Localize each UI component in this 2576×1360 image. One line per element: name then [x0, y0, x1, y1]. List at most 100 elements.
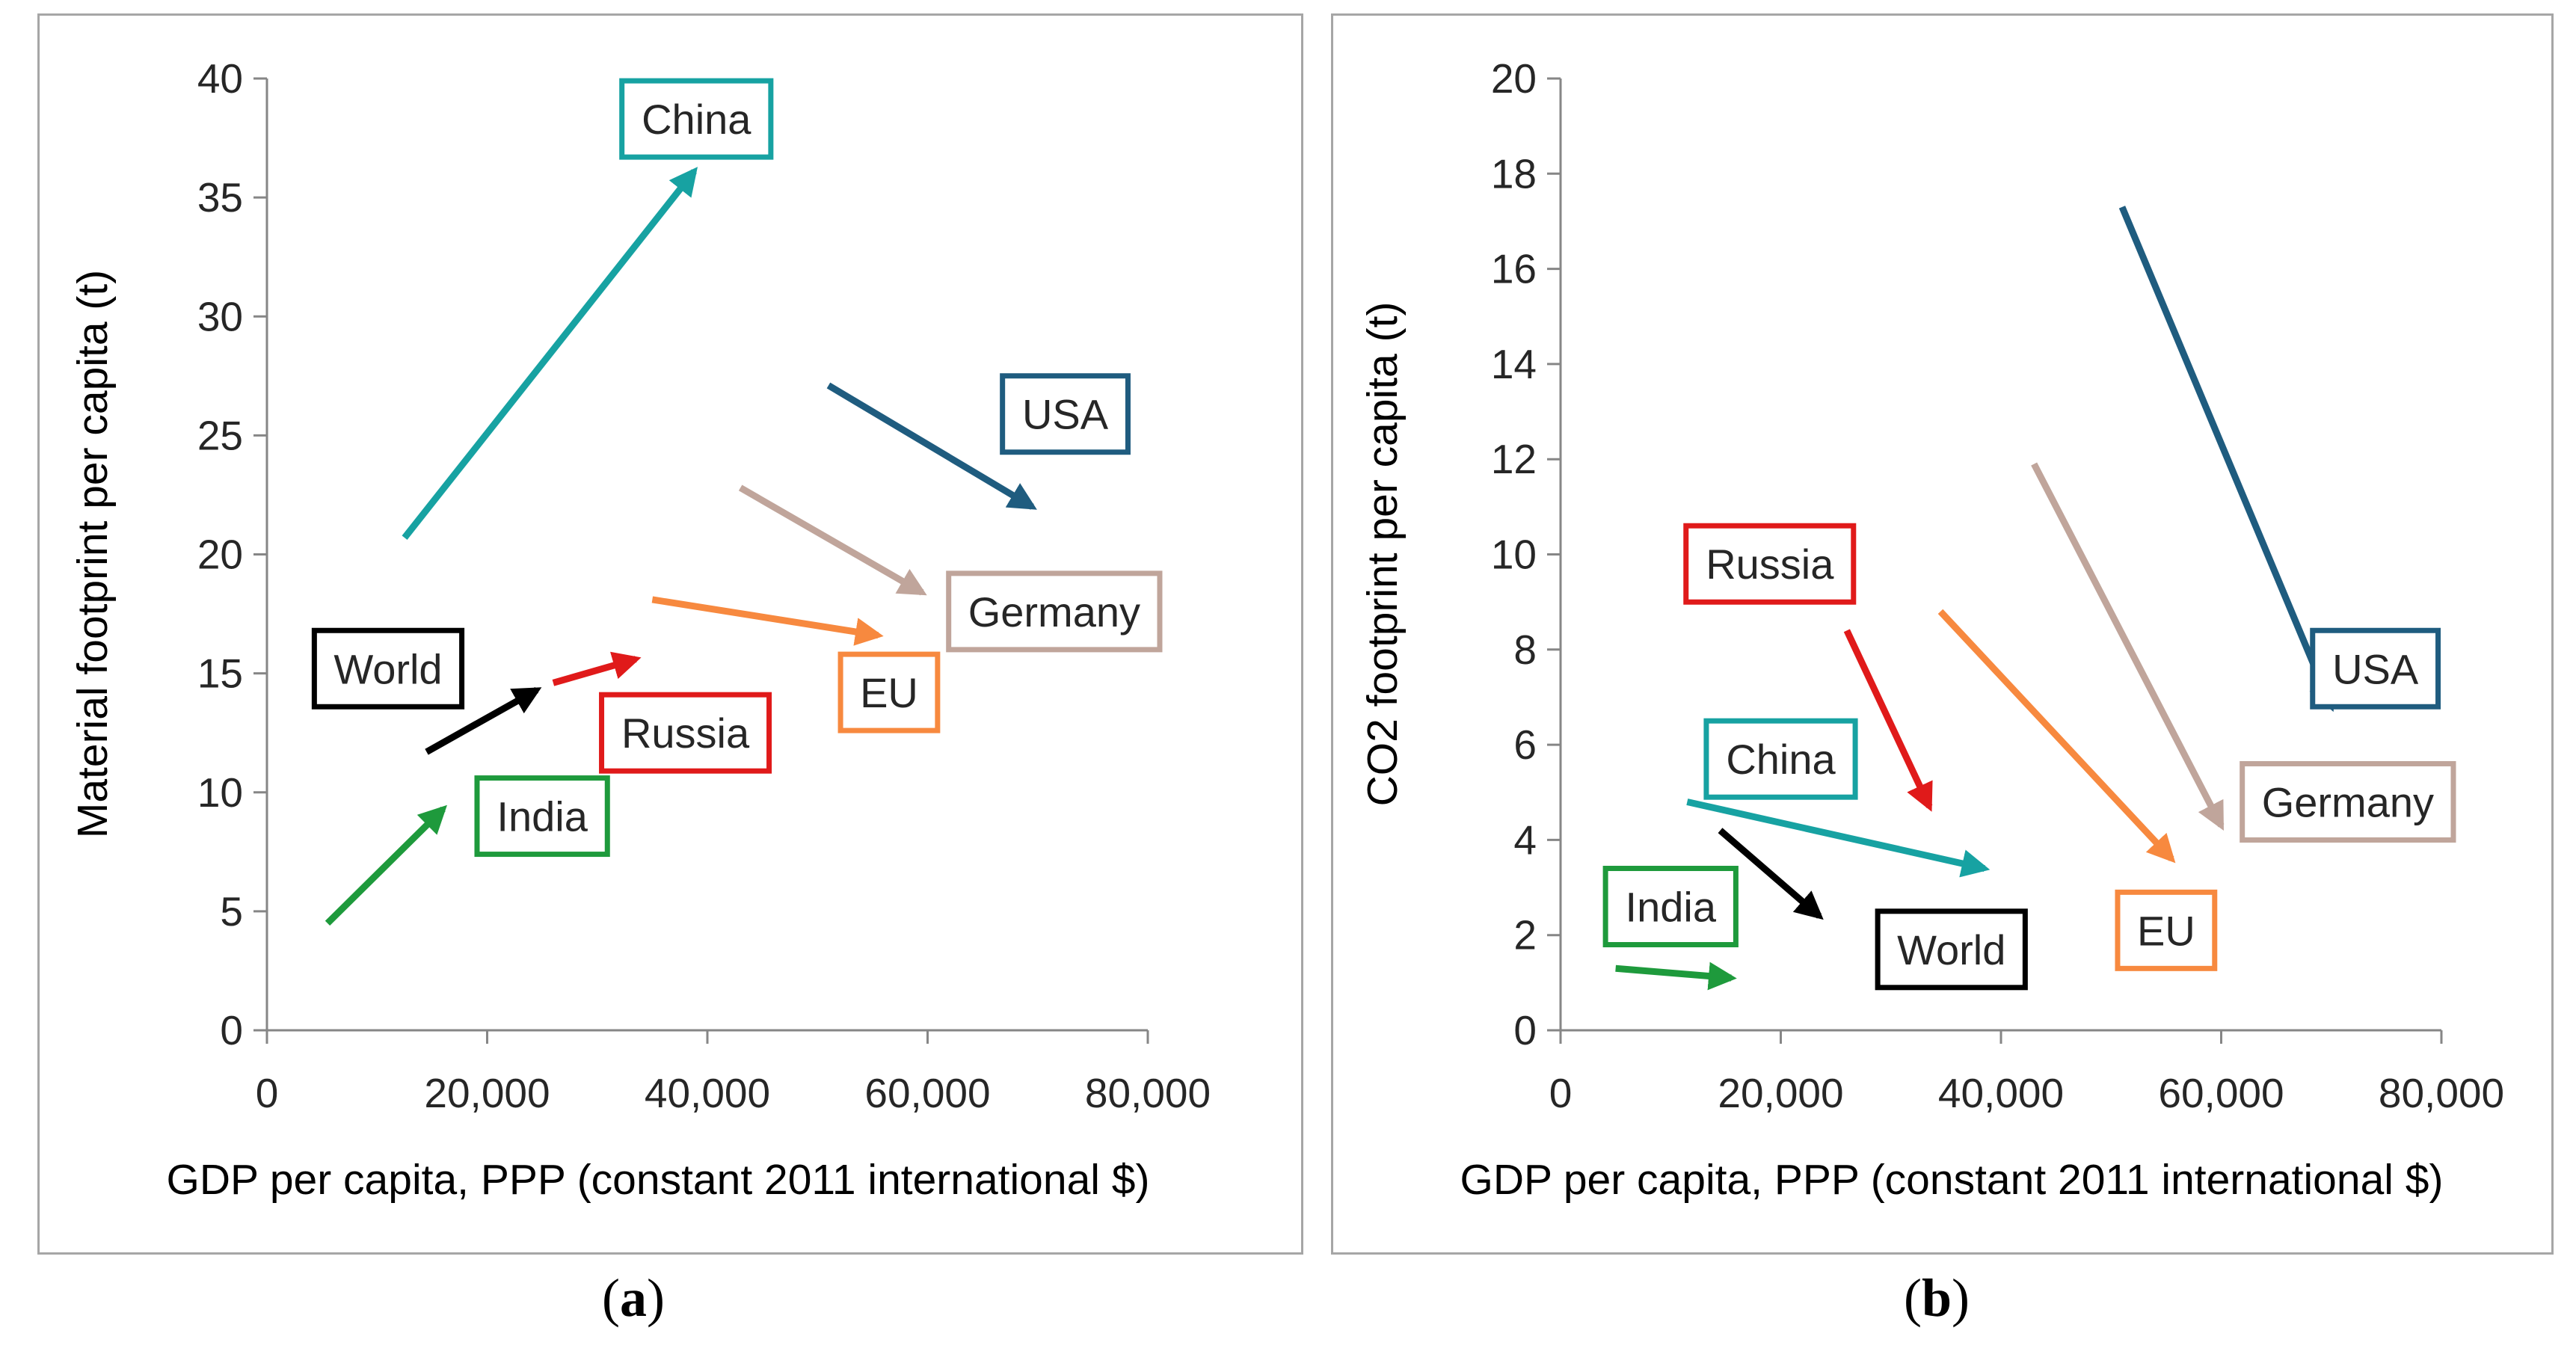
panel-a-labels: China USA Germany EU Russia World India [311, 78, 1163, 858]
panel-a-y-tick-label: 20 [197, 532, 243, 578]
panel-b-label-usa: USA [2310, 627, 2441, 710]
panel-b-label-text-world: World [1897, 926, 2005, 973]
panel-a-x-tick-label: 40,000 [645, 1070, 770, 1116]
panel-b-label-text-usa: USA [2332, 645, 2419, 692]
panel-b-x-tick-label: 80,000 [2379, 1070, 2504, 1116]
panel-a-y-tick-label: 15 [197, 650, 243, 697]
panel-b-arrow-eu [1937, 609, 2176, 864]
panel-a-y-tick-label: 0 [220, 1007, 243, 1053]
panel-b-arrow-usa [2118, 206, 2336, 713]
panel-b-y-tick-label: 2 [1513, 912, 1537, 959]
panel-a-arrow-usa [826, 382, 1037, 510]
panel-a-y-tick-label: 25 [197, 412, 243, 458]
panel-b-y-tick-label: 8 [1513, 627, 1537, 673]
panel-b-label-box-germany [2240, 760, 2456, 843]
panel-a-caption: (a) [602, 1268, 665, 1328]
panel-b-ylabel: CO2 footprint per capita (t) [1359, 302, 1407, 807]
panel-a-label-box-usa [1000, 373, 1131, 455]
panel-a-arrow-germany [738, 484, 927, 596]
panel-a-arrow-india [325, 804, 447, 926]
panel-b-axes: 0 2 4 6 8 10 12 14 16 18 20 0 20,000 40,000 60,000 80,0… [1491, 55, 2504, 1116]
panel-a-label-text-china: China [642, 96, 751, 143]
panel-a-arrow-china [402, 167, 698, 541]
panel-b-arrow-russia [1843, 629, 1933, 812]
panel-a-x-tick-label: 80,000 [1085, 1070, 1211, 1116]
panel-a-arrow-world [425, 686, 542, 755]
panel-b-label-box-russia [1683, 523, 1857, 605]
panel-b-x-tick-label: 0 [1549, 1070, 1573, 1116]
panel-b-caption-letter: b [1922, 1268, 1952, 1328]
panel-a-label-text-russia: Russia [621, 710, 750, 757]
panel-b-y-tick-label: 10 [1491, 532, 1537, 578]
panel-b-label-box-eu [2115, 889, 2218, 971]
panel-b-label-box-india [1602, 866, 1739, 948]
panel-a-y-tick-label: 35 [197, 174, 243, 221]
panel-a-ylabel: Material footprint per capita (t) [69, 270, 117, 838]
panel-b-y-tick-label: 4 [1513, 816, 1537, 863]
panel-a-label-germany: Germany [946, 570, 1163, 653]
panel-a-y-tick-label: 5 [220, 888, 243, 935]
panel-a-arrows [325, 167, 1037, 926]
panel-a-label-box-china [619, 78, 774, 160]
panel-b-y-tick-label: 20 [1491, 55, 1537, 102]
panel-b-arrow-china [1686, 799, 1991, 878]
panel-a-x-tick-label: 0 [256, 1070, 279, 1116]
panel-b-label-china: China [1703, 718, 1858, 800]
panel-a-label-text-india: India [497, 793, 588, 840]
panel-b-label-india: India [1602, 866, 1739, 948]
panel-a-label-box-eu [837, 651, 941, 733]
panel-a-y-tick-label: 10 [197, 769, 243, 816]
panel-b-y-tick-label: 14 [1491, 341, 1537, 387]
panel-a-label-text-eu: EU [860, 669, 918, 716]
panel-b-caption: (b) [1904, 1268, 1970, 1328]
panel-b-label-text-eu: EU [2137, 907, 2195, 954]
panel-b-chart: 0 2 4 6 8 10 12 14 16 18 20 0 20,000 40,000 60,000 80,0… [1359, 55, 2504, 1328]
panel-b-label-box-world [1875, 908, 2028, 991]
panel-a-label-text-germany: Germany [968, 588, 1140, 636]
panel-b-xlabel: GDP per capita, PPP (constant 2011 inter… [1460, 1156, 2444, 1204]
panel-b-label-text-germany: Germany [2262, 778, 2434, 825]
panel-b-y-tick-label: 12 [1491, 436, 1537, 482]
panel-a-arrow-russia [552, 651, 642, 686]
panel-a-label-eu: EU [837, 651, 941, 733]
panel-a-axes: 0 5 10 15 20 25 30 35 40 0 20,000 40,000 60,000 80,00… [197, 55, 1211, 1116]
panel-b-x-tick-label: 60,000 [2158, 1070, 2284, 1116]
panel-b-labels: USA Germany EU Russia China World India [1602, 523, 2456, 991]
panel-a-label-box-india [474, 775, 610, 858]
panel-b-label-box-china [1703, 718, 1858, 800]
panel-a-chart: 0 5 10 15 20 25 30 35 40 0 20,000 40,000 60,000 80,00… [69, 55, 1211, 1328]
panel-b-arrows [1615, 206, 2336, 991]
panel-a-x-tick-label: 60,000 [864, 1070, 990, 1116]
panel-b-arrow-india [1615, 961, 1737, 991]
panel-a-x-tick-label: 20,000 [424, 1070, 550, 1116]
panel-b-label-box-usa [2310, 627, 2441, 710]
panel-a-y-tick-label: 30 [197, 293, 243, 339]
panel-b-label-eu: EU [2115, 889, 2218, 971]
panel-b-label-text-russia: Russia [1706, 541, 1834, 588]
panel-b-arrow-germany [2031, 462, 2225, 831]
panel-a-label-world: World [311, 627, 465, 710]
panel-a-xlabel: GDP per capita, PPP (constant 2011 inter… [167, 1156, 1150, 1204]
panel-b-arrow-world [1718, 828, 1824, 920]
panel-b-label-text-india: India [1626, 884, 1717, 931]
panel-b-label-germany: Germany [2240, 760, 2456, 843]
panel-b-y-tick-label: 16 [1491, 246, 1537, 292]
panel-a-label-china: China [619, 78, 774, 160]
panel-b-x-tick-label: 20,000 [1718, 1070, 1843, 1116]
panel-b-y-tick-label: 0 [1513, 1007, 1537, 1053]
panel-a-label-india: India [474, 775, 610, 858]
panel-b-y-tick-label: 18 [1491, 150, 1537, 197]
panel-a-label-box-world [311, 627, 465, 710]
panel-b-y-tick-label: 6 [1513, 721, 1537, 768]
panel-a-label-box-germany [946, 570, 1163, 653]
panel-a-label-usa: USA [1000, 373, 1131, 455]
panel-b-label-text-china: China [1726, 736, 1836, 783]
panel-b-label-russia: Russia [1683, 523, 1857, 605]
panel-a-label-text-world: World [333, 645, 442, 692]
panel-a-arrow-eu [651, 596, 884, 646]
panel-a-y-tick-label: 40 [197, 55, 243, 102]
panel-b-label-world: World [1875, 908, 2028, 991]
panel-a-label-text-usa: USA [1022, 391, 1109, 438]
panel-a-label-russia: Russia [599, 692, 772, 774]
